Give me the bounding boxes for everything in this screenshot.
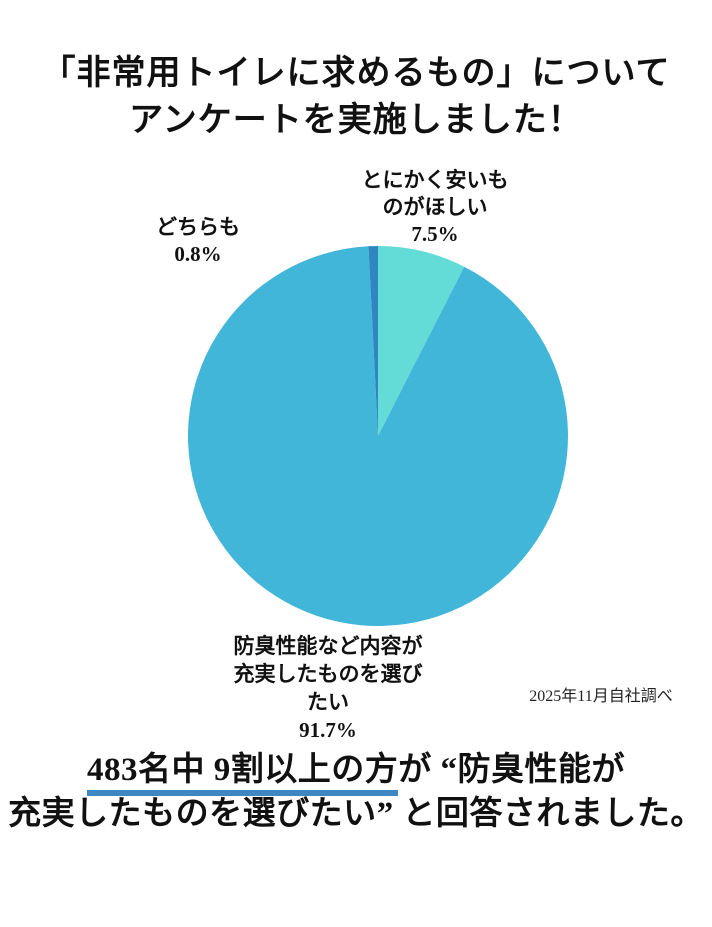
pie-label-both-value: 0.8% <box>174 242 222 266</box>
page-title-line2: アンケートを実施しました！ <box>129 102 583 139</box>
pie-slice <box>368 246 378 436</box>
pie-label-cheap-line2: のがほしい <box>382 195 488 219</box>
pie-slice <box>188 246 568 626</box>
pie-label-main-line3: たい <box>307 690 349 714</box>
pie-label-cheap: とにかく安いも のがほしい 7.5% <box>362 167 509 248</box>
pie-label-both: どちらも 0.8% <box>156 214 240 268</box>
pie-label-cheap-line1: とにかく安いも <box>361 168 509 192</box>
source-note: 2025年11月自社調べ <box>529 688 673 705</box>
conclusion-text: 483名中 9割以上の方が “防臭性能が 充実したものを選びたい” と回答されま… <box>0 748 712 836</box>
conclusion-underlined: 483名中 9割以上の方 <box>87 752 399 796</box>
page-title: 「非常用トイレに求めるもの」について アンケートを実施しました！ <box>0 50 712 144</box>
pie-chart <box>188 246 568 626</box>
pie-chart-container <box>188 246 568 626</box>
pie-label-main: 防臭性能など内容が 充実したものを選び たい 91.7% <box>234 632 423 744</box>
pie-label-main-value: 91.7% <box>299 718 357 742</box>
conclusion-line1: 483名中 9割以上の方が “防臭性能が <box>0 748 712 796</box>
pie-label-cheap-value: 7.5% <box>411 222 459 246</box>
conclusion-line2: 充実したものを選びたい” と回答されました。 <box>8 796 704 832</box>
pie-slice <box>378 246 465 436</box>
page-title-line1: 「非常用トイレに求めるもの」について <box>41 55 671 92</box>
pie-label-both-line1: どちらも <box>156 215 240 239</box>
conclusion-line1-rest: が “防臭性能が <box>398 752 625 788</box>
pie-label-main-line1: 防臭性能など内容が <box>233 634 423 658</box>
pie-label-main-line2: 充実したものを選び <box>233 662 423 686</box>
